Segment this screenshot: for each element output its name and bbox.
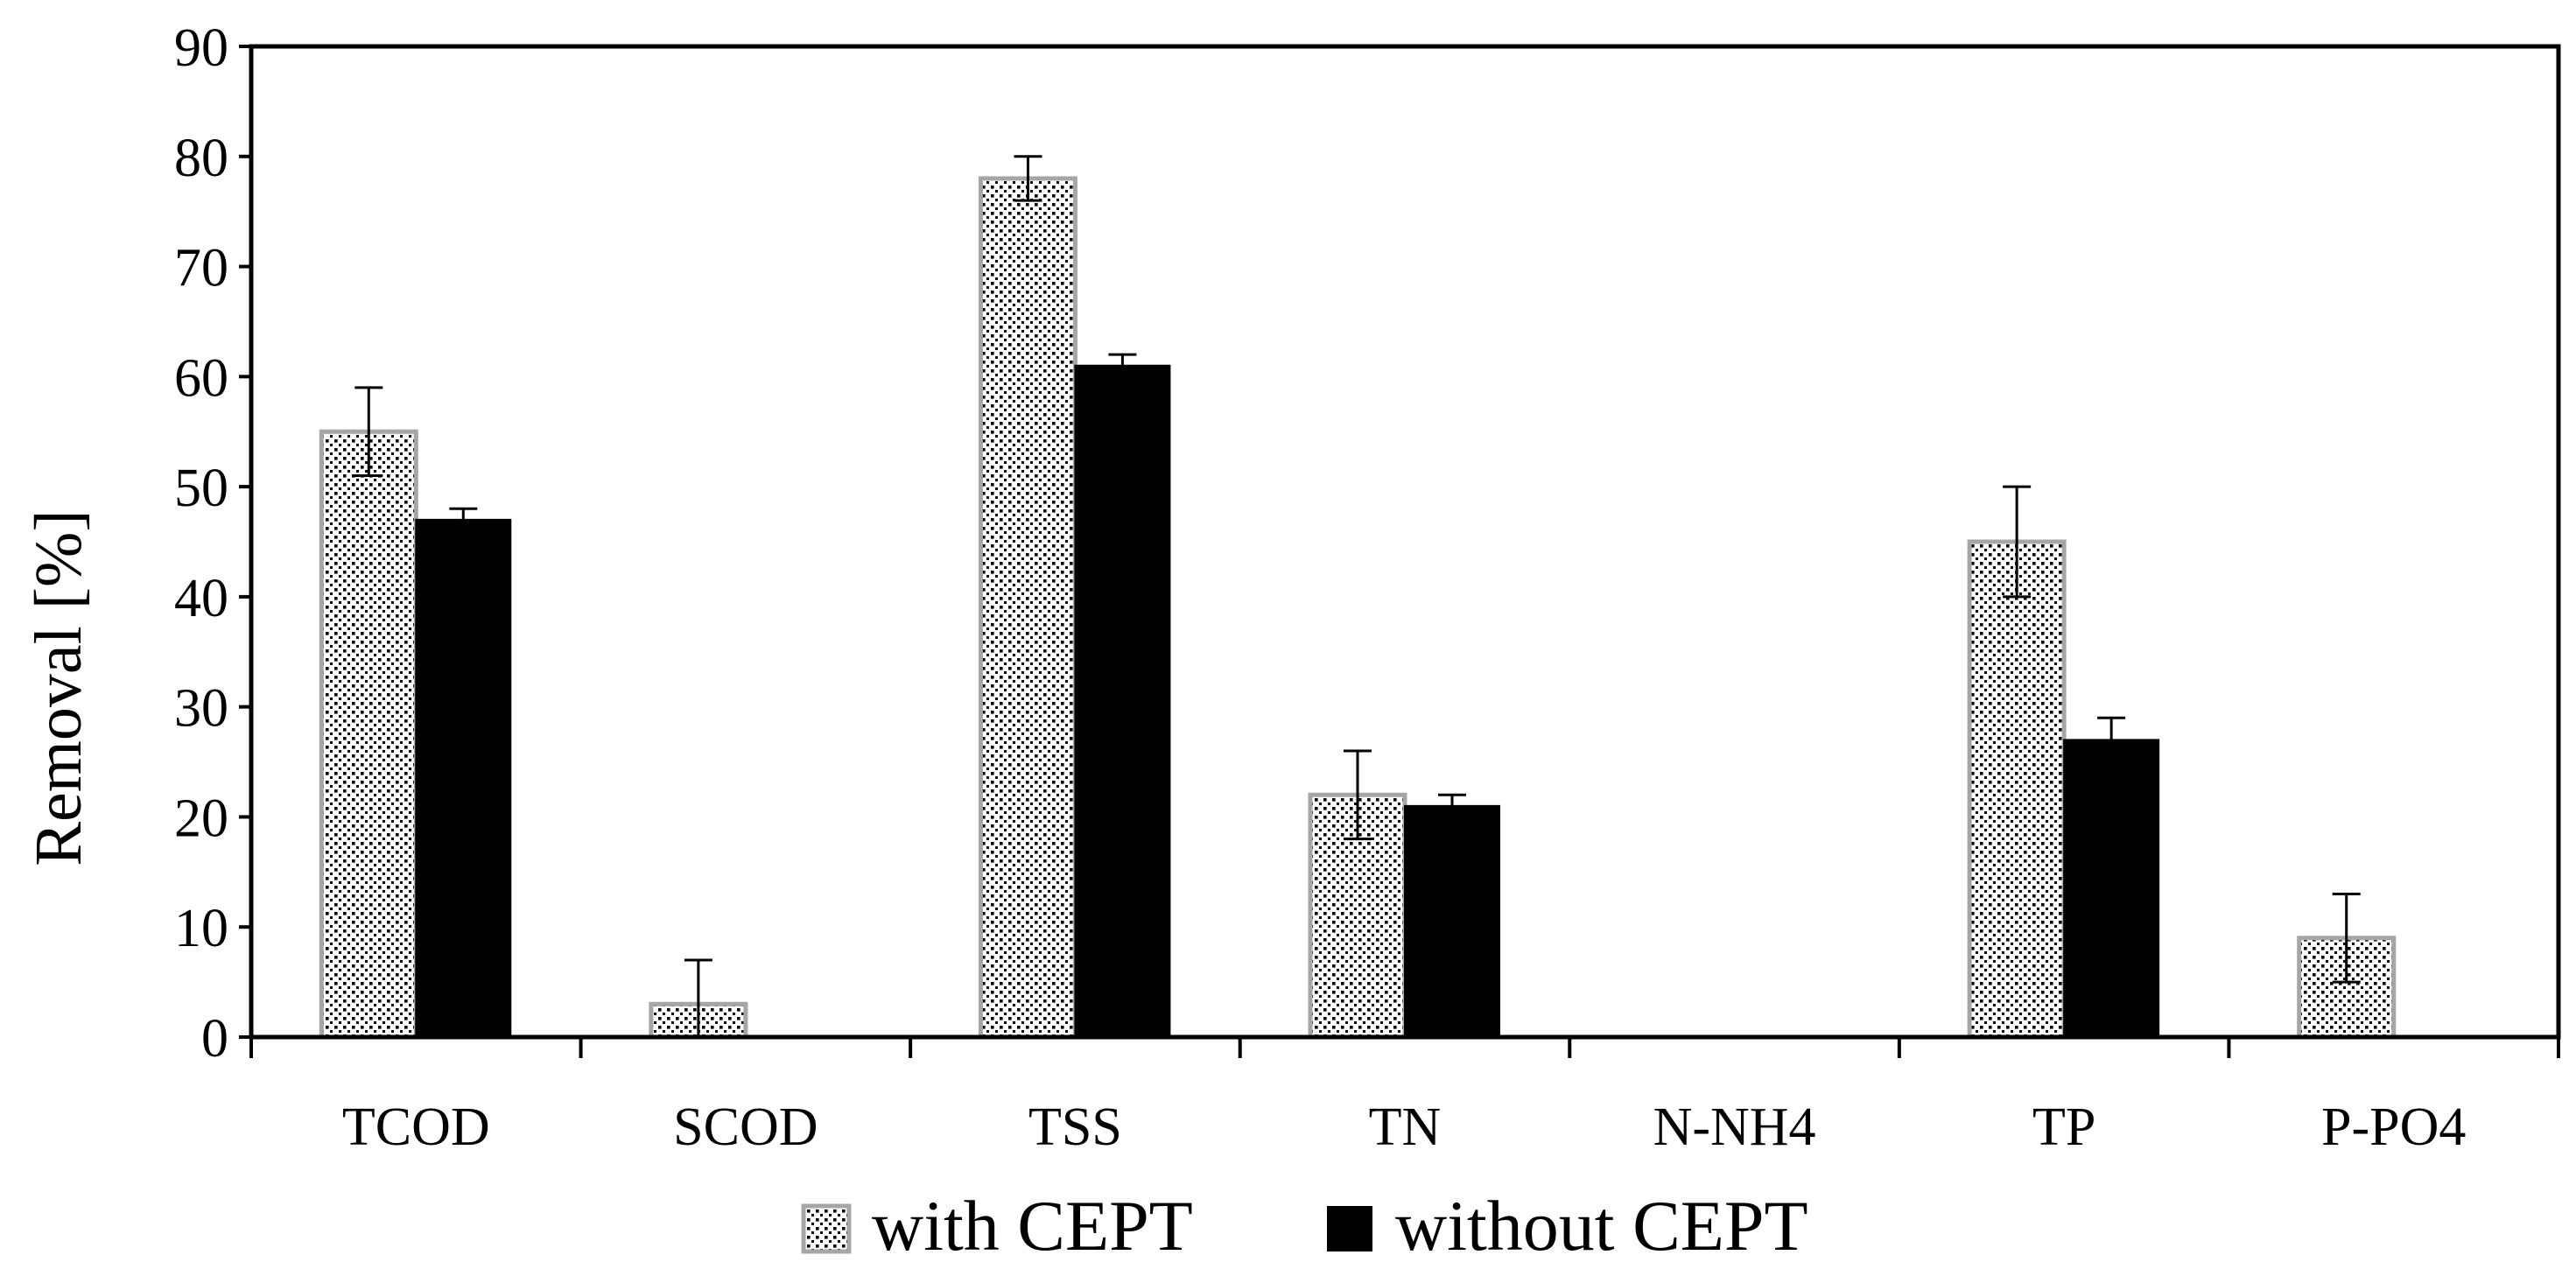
bar-with-cept xyxy=(319,429,418,1040)
y-tick-label: 40 xyxy=(174,569,228,628)
x-tick-label: P-PO4 xyxy=(2321,1097,2466,1157)
y-tick-label: 70 xyxy=(174,239,228,298)
y-tick-label: 10 xyxy=(174,899,228,958)
bars-layer xyxy=(319,176,2397,1040)
x-tick-label: TP xyxy=(2032,1097,2095,1157)
bar-without-cept xyxy=(1404,804,1500,1038)
y-axis-title: Removal [%] xyxy=(22,509,95,866)
legend-swatch-with-cept xyxy=(801,1203,852,1254)
legend: with CEPT without CEPT xyxy=(801,1186,1808,1265)
y-tick-label: 80 xyxy=(174,129,228,188)
legend-label-with-cept: with CEPT xyxy=(872,1186,1193,1265)
bar-without-cept xyxy=(1074,364,1171,1038)
plot-area-frame xyxy=(249,44,2561,1040)
y-tick-label: 60 xyxy=(174,348,228,408)
bar-without-cept xyxy=(415,518,512,1038)
y-tick-label: 0 xyxy=(201,1009,228,1069)
bar-with-cept xyxy=(1967,539,2067,1040)
legend-label-without-cept: without CEPT xyxy=(1395,1186,1808,1265)
y-axis: 0 10 20 30 40 50 60 70 80 90 xyxy=(174,18,251,1069)
x-axis: TCOD SCOD TSS TN N-NH4 TP P-PO4 xyxy=(249,1037,2560,1157)
x-tick-label: TCOD xyxy=(342,1097,490,1157)
bar-without-cept xyxy=(2063,739,2160,1039)
y-tick-label: 20 xyxy=(174,789,228,848)
x-tick-label: TN xyxy=(1369,1097,1442,1157)
x-tick-label: SCOD xyxy=(673,1097,818,1157)
y-tick-label: 50 xyxy=(174,459,228,518)
x-tick-label: N-NH4 xyxy=(1653,1097,1816,1157)
bar-with-cept xyxy=(978,176,1077,1040)
y-tick-label: 30 xyxy=(174,679,228,739)
y-tick-label: 90 xyxy=(174,18,228,78)
legend-swatch-without-cept xyxy=(1327,1206,1372,1251)
error-bars-layer xyxy=(354,155,2361,1039)
x-tick-label: TSS xyxy=(1028,1097,1122,1157)
